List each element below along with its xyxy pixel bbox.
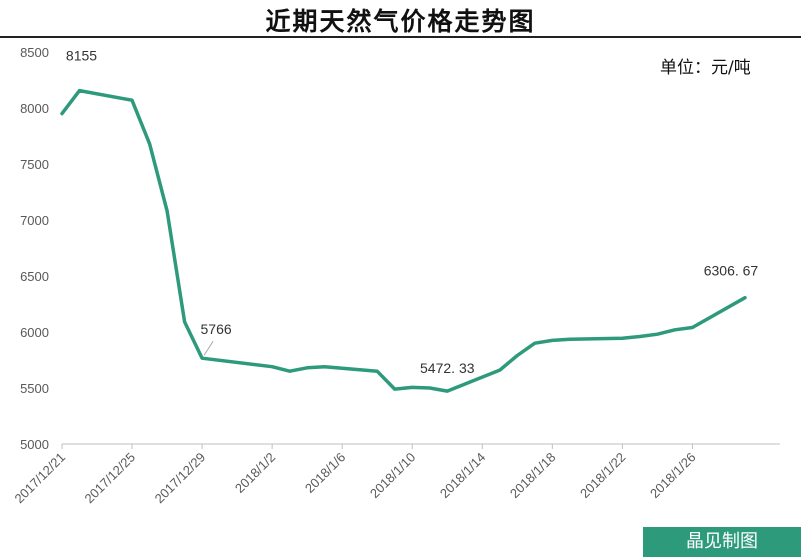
x-tick-label: 2018/1/14 — [437, 450, 489, 502]
watermark-badge: 晶见制图 — [643, 527, 801, 557]
y-tick-label: 5000 — [20, 437, 49, 452]
data-label: 5472. 33 — [420, 360, 475, 376]
y-tick-label: 8500 — [20, 45, 49, 60]
y-tick-label: 6500 — [20, 269, 49, 284]
data-label: 5766 — [201, 321, 232, 337]
y-tick-label: 7000 — [20, 213, 49, 228]
x-tick-label: 2018/1/26 — [647, 450, 699, 502]
series-line — [60, 88, 747, 393]
x-tick-label: 2018/1/10 — [367, 450, 419, 502]
x-tick-label: 2018/1/22 — [577, 450, 629, 502]
x-tick-label: 2017/12/25 — [82, 450, 139, 507]
y-tick-label: 7500 — [20, 157, 49, 172]
title-bar: 近期天然气价格走势图 — [0, 0, 801, 38]
x-tick-label: 2017/12/29 — [152, 450, 209, 507]
x-tick-label: 2018/1/18 — [507, 450, 559, 502]
chart-title: 近期天然气价格走势图 — [265, 7, 536, 36]
data-label: 6306. 67 — [704, 263, 759, 279]
y-tick-label: 5500 — [20, 381, 49, 396]
data-label-leader — [203, 340, 214, 356]
y-tick-label: 6000 — [20, 325, 49, 340]
x-tick-label: 2018/1/6 — [302, 450, 348, 496]
y-tick-label: 8000 — [20, 101, 49, 116]
data-label: 8155 — [66, 48, 97, 64]
x-tick-label: 2017/12/21 — [11, 450, 68, 507]
x-tick-label: 2018/1/2 — [232, 450, 278, 496]
unit-label: 单位：元/吨 — [660, 58, 751, 78]
